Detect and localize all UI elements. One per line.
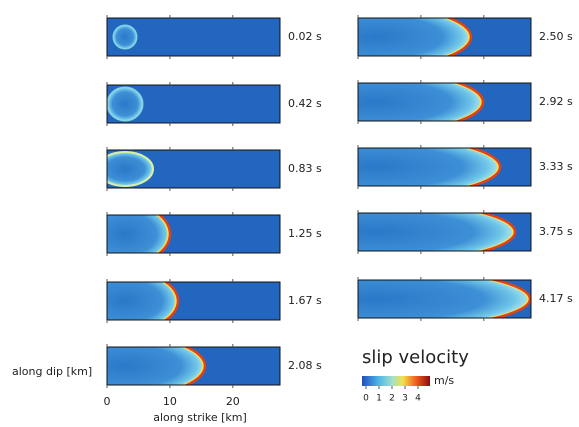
front-yellow xyxy=(464,148,499,186)
panel xyxy=(357,80,532,124)
panel xyxy=(357,15,532,59)
panel xyxy=(106,147,281,191)
x-axis-label: along strike [km] xyxy=(153,411,247,424)
rupture-patch xyxy=(358,18,471,56)
front-red xyxy=(478,213,517,251)
y-axis-label: along dip [km] xyxy=(12,365,92,378)
rupture-patch xyxy=(107,282,178,320)
colorbar-tick-label: 1 xyxy=(376,394,382,404)
time-label: 1.25 s xyxy=(288,227,322,240)
panel-frame xyxy=(357,17,532,57)
rupture xyxy=(107,215,172,253)
colorbar-title: slip velocity xyxy=(362,347,469,368)
colorbar-tick-label: 0 xyxy=(363,394,369,404)
front-red xyxy=(183,347,207,385)
front-red xyxy=(467,148,502,186)
front-yellow xyxy=(451,83,482,121)
time-label: 3.75 s xyxy=(539,225,573,238)
panel-frame xyxy=(357,212,532,252)
panel-frame xyxy=(106,84,281,124)
time-label: 2.08 s xyxy=(288,359,322,372)
panel-frame xyxy=(106,17,281,57)
rupture xyxy=(107,347,207,385)
rupture-patch xyxy=(358,280,530,318)
front-yellow xyxy=(181,347,204,385)
rupture-patch xyxy=(107,151,154,187)
rupture-patch xyxy=(112,24,138,50)
colorbar-unit: m/s xyxy=(434,374,454,387)
time-label: 0.02 s xyxy=(288,30,322,43)
time-label: 2.50 s xyxy=(539,30,573,43)
panel xyxy=(106,279,281,323)
front-yellow xyxy=(443,18,470,56)
rupture-patch xyxy=(358,83,483,121)
rupture xyxy=(358,148,502,186)
front-red xyxy=(454,83,485,121)
time-label: 0.83 s xyxy=(288,162,322,175)
time-label: 0.42 s xyxy=(288,97,322,110)
panel xyxy=(106,212,281,256)
panel xyxy=(357,277,532,321)
colorbar xyxy=(362,376,430,386)
panel-frame xyxy=(106,346,281,386)
front-yellow xyxy=(485,280,529,318)
rupture xyxy=(107,282,180,320)
panel xyxy=(106,344,281,388)
x-tick-label: 0 xyxy=(104,395,111,408)
front-red xyxy=(489,280,531,318)
rupture-patch xyxy=(107,86,144,122)
panel xyxy=(357,210,532,254)
panel-frame xyxy=(106,214,281,254)
panel xyxy=(106,15,281,59)
x-tick-label: 10 xyxy=(163,395,177,408)
front-yellow xyxy=(475,213,514,251)
rupture xyxy=(358,280,531,318)
panel xyxy=(106,82,281,126)
front-red xyxy=(445,18,473,56)
front-red xyxy=(157,215,172,253)
rupture xyxy=(107,86,144,122)
panel xyxy=(357,145,532,189)
front-yellow xyxy=(155,215,169,253)
panel-frame xyxy=(357,279,532,319)
time-label: 2.92 s xyxy=(539,95,573,108)
rupture xyxy=(358,18,473,56)
rupture xyxy=(112,24,138,50)
panel-frame xyxy=(106,281,281,321)
rupture-patch xyxy=(358,213,515,251)
x-tick-label: 20 xyxy=(226,395,240,408)
colorbar-tick-label: 4 xyxy=(415,394,421,404)
rupture xyxy=(358,83,485,121)
rupture-patch xyxy=(107,215,170,253)
rupture-patch xyxy=(358,148,500,186)
colorbar-tick-label: 2 xyxy=(389,394,395,404)
front-red xyxy=(163,282,180,320)
rupture-patch xyxy=(107,347,205,385)
rupture xyxy=(107,151,154,187)
panel-frame xyxy=(357,82,532,122)
time-label: 1.67 s xyxy=(288,294,322,307)
panel-frame xyxy=(357,147,532,187)
colorbar-tick-label: 3 xyxy=(402,394,408,404)
panel-frame xyxy=(106,149,281,189)
time-label: 4.17 s xyxy=(539,292,573,305)
front-yellow xyxy=(161,282,177,320)
rupture xyxy=(358,213,517,251)
time-label: 3.33 s xyxy=(539,160,573,173)
